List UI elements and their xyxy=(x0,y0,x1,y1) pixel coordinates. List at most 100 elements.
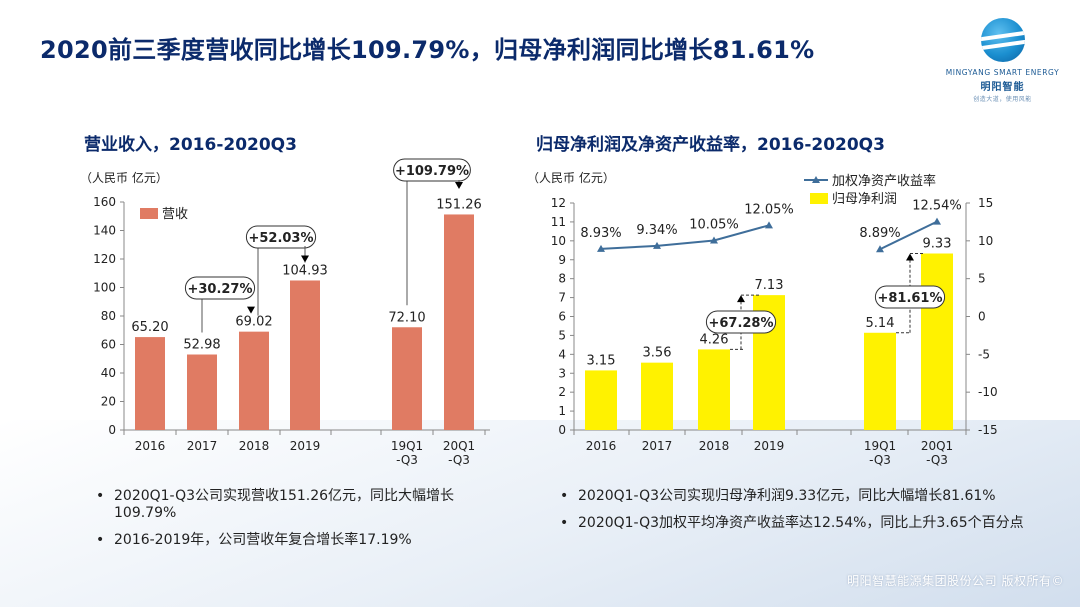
roe-value-label: 10.05% xyxy=(689,217,739,232)
revenue-value-label: 69.02 xyxy=(235,315,272,330)
profit-value-label: 9.33 xyxy=(923,237,952,252)
x-tick-label: -Q3 xyxy=(926,453,948,467)
y-tick-label: 140 xyxy=(93,224,116,238)
y2-tick-label: -10 xyxy=(978,385,998,399)
revenue-bar xyxy=(239,331,269,430)
y-tick-label: 80 xyxy=(101,309,116,323)
x-tick-label: -Q3 xyxy=(869,453,891,467)
revenue-value-label: 65.20 xyxy=(131,320,168,335)
growth-callout-label: +109.79% xyxy=(395,164,469,179)
roe-line xyxy=(879,220,938,251)
revenue-bar xyxy=(135,337,165,430)
roe-value-label: 9.34% xyxy=(636,223,677,238)
y-tick-label: 10 xyxy=(551,234,566,248)
y-tick-label: 3 xyxy=(558,366,566,380)
growth-callout-label: +30.27% xyxy=(187,282,252,297)
page-title: 2020前三季度营收同比增长109.79%，归母净利润同比增长81.61% xyxy=(40,36,815,64)
revenue-bullets: 2020Q1-Q3公司实现营收151.26亿元，同比大幅增长109.79% 20… xyxy=(92,488,502,559)
x-tick-label: -Q3 xyxy=(448,453,470,467)
roe-value-label: 12.54% xyxy=(912,199,962,214)
y-tick-label: 120 xyxy=(93,252,116,266)
growth-callout-label: +81.61% xyxy=(877,291,942,306)
y-axis-unit-label: （人民币 亿元） xyxy=(80,170,168,185)
growth-callout xyxy=(705,310,777,334)
growth-callout-label: +52.03% xyxy=(248,231,313,246)
revenue-bar xyxy=(392,327,422,430)
arrow-head xyxy=(455,182,463,189)
logo-slogan: 创造大道，使用风能 xyxy=(973,96,1032,103)
profit-value-label: 3.15 xyxy=(587,353,616,368)
y-tick-label: 20 xyxy=(101,395,116,409)
x-tick-label: 2018 xyxy=(239,439,270,453)
y-tick-label: 11 xyxy=(551,215,566,229)
x-tick-label: 2016 xyxy=(135,439,166,453)
profit-value-label: 4.26 xyxy=(700,332,729,347)
y-tick-label: 5 xyxy=(558,328,566,342)
y2-tick-label: 15 xyxy=(978,196,993,210)
x-tick-label: 19Q1 xyxy=(391,439,423,453)
roe-marker xyxy=(876,245,884,253)
bullet-item: 2020Q1-Q3公司实现营收151.26亿元，同比大幅增长109.79% xyxy=(92,488,502,522)
y-tick-label: 0 xyxy=(108,423,116,437)
bullet-item: 2020Q1-Q3加权平均净资产收益率达12.54%，同比上升3.65个百分点 xyxy=(556,515,1036,532)
x-tick-label: 2017 xyxy=(642,439,673,453)
revenue-bar xyxy=(444,214,474,430)
growth-callout xyxy=(393,158,471,182)
y2-tick-label: -5 xyxy=(978,347,990,361)
revenue-bar xyxy=(290,280,320,430)
roe-marker xyxy=(597,244,605,252)
bullet-item: 2016-2019年，公司营收年复合增长率17.19% xyxy=(92,532,502,549)
y-tick-label: 160 xyxy=(93,195,116,209)
revenue-value-label: 72.10 xyxy=(388,310,425,325)
y-tick-label: 100 xyxy=(93,281,116,295)
y-tick-label: 40 xyxy=(101,366,116,380)
bullet-item: 2020Q1-Q3公司实现归母净利润9.33亿元，同比大幅增长81.61% xyxy=(556,488,1036,505)
arrow-head xyxy=(906,253,914,261)
profit-value-label: 3.56 xyxy=(643,346,672,361)
profit-bar xyxy=(698,349,730,430)
y2-tick-label: 10 xyxy=(978,234,993,248)
legend-label-roe: 加权净资产收益率 xyxy=(832,173,936,189)
legend-swatch-profit xyxy=(810,193,828,204)
profit-bar xyxy=(585,370,617,430)
roe-value-label: 8.93% xyxy=(580,226,621,241)
arrow-head xyxy=(737,295,745,303)
y-tick-label: 0 xyxy=(558,423,566,437)
logo-chinese-name: 明阳智能 xyxy=(980,82,1025,93)
x-tick-label: 20Q1 xyxy=(921,439,953,453)
roe-marker xyxy=(710,236,718,244)
x-tick-label: 2016 xyxy=(586,439,617,453)
y-tick-label: 1 xyxy=(558,404,566,418)
legend-swatch-revenue xyxy=(140,208,158,219)
growth-callout xyxy=(245,225,317,249)
profit-bullets: 2020Q1-Q3公司实现归母净利润9.33亿元，同比大幅增长81.61% 20… xyxy=(556,488,1036,542)
profit-value-label: 5.14 xyxy=(866,316,895,331)
y-tick-label: 7 xyxy=(558,291,566,305)
arrow-head xyxy=(247,306,255,314)
legend-label-revenue: 营收 xyxy=(162,207,188,222)
y2-tick-label: -15 xyxy=(978,423,998,437)
roe-value-label: 12.05% xyxy=(744,202,794,217)
growth-callout xyxy=(184,276,256,300)
revenue-bar xyxy=(187,354,217,430)
y-tick-label: 60 xyxy=(101,338,116,352)
x-tick-label: 19Q1 xyxy=(864,439,896,453)
x-tick-label: 2017 xyxy=(187,439,218,453)
x-tick-label: 2018 xyxy=(699,439,730,453)
growth-callout-label: +67.28% xyxy=(708,316,773,331)
legend-label-profit: 归母净利润 xyxy=(832,192,897,207)
y2-tick-label: 5 xyxy=(978,272,986,286)
company-logo: MINGYANG SMART ENERGY 明阳智能 创造大道，使用风能 xyxy=(935,18,1070,103)
roe-marker xyxy=(653,241,661,249)
profit-chart-title: 归母净利润及净资产收益率，2016-2020Q3 xyxy=(536,135,885,155)
profit-bar xyxy=(641,362,673,430)
legend-marker-roe xyxy=(812,176,820,183)
profit-bar xyxy=(864,332,896,430)
y-axis-unit-label: （人民币 亿元） xyxy=(527,170,615,185)
arrow-head xyxy=(301,255,309,263)
roe-line xyxy=(600,224,770,250)
x-tick-label: -Q3 xyxy=(396,453,418,467)
y-tick-label: 6 xyxy=(558,310,566,324)
logo-english-name: MINGYANG SMART ENERGY xyxy=(945,68,1060,77)
